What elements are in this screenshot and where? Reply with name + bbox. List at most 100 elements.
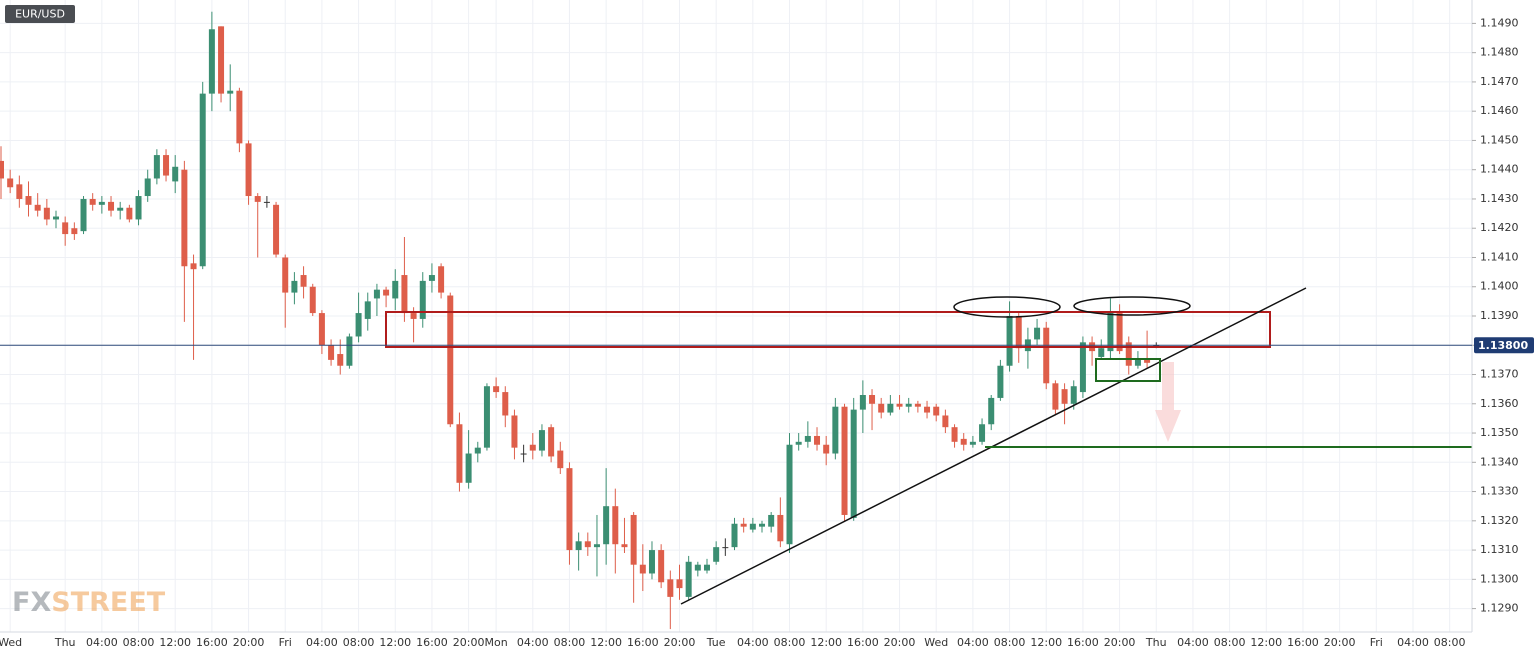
candle-body [795,441,802,445]
candle-body [483,386,490,448]
candle-body [658,550,665,583]
top-ellipse [1073,296,1191,316]
y-tick-label: 1.1360 [1480,397,1519,410]
candle-body [89,198,96,205]
candle-body [1043,327,1050,384]
candle-body [25,196,32,205]
candle-body [933,406,940,416]
candle-body [254,196,261,202]
candle-body [144,178,151,197]
candle-body [300,275,307,287]
x-tick-label: 04:00 [306,636,338,649]
candle-body [713,547,720,562]
y-tick-label: 1.1350 [1480,426,1519,439]
candle-body [529,444,536,451]
candle-body [493,386,500,393]
candle-body [511,415,518,448]
candle-body [749,523,756,530]
candle-body [227,90,234,94]
candle-body [465,453,472,483]
x-tick-label: Tue [706,636,726,649]
candle-body [71,228,78,235]
drawings [385,287,1472,605]
x-tick-label: 16:00 [416,636,448,649]
last-price-label: 1.13800 [1478,339,1528,352]
x-tick-label: 04:00 [1397,636,1429,649]
x-tick-label: 20:00 [1324,636,1356,649]
candle-body [1006,316,1013,366]
candle-body [630,514,637,565]
candle-body [979,424,986,442]
candle-body [108,201,115,211]
candle-body [438,266,445,293]
y-tick-label: 1.1420 [1480,221,1519,234]
x-tick-label: Thu [1145,636,1167,649]
x-tick-label: 16:00 [196,636,228,649]
candle-body [850,409,857,518]
y-tick-label: 1.1460 [1480,104,1519,117]
candle-body [823,444,830,454]
candle-body [263,201,270,203]
y-tick-label: 1.1320 [1480,514,1519,527]
x-tick-label: 12:00 [1250,636,1282,649]
x-tick-label: Wed [0,636,22,649]
candle-body [401,275,408,314]
candle-body [804,435,811,442]
watermark-prefix: FX [12,587,51,618]
candle-body [98,201,105,205]
x-tick-label: 12:00 [379,636,411,649]
candle-body [1034,327,1041,340]
candle-body [969,441,976,445]
candle-body [924,406,931,413]
candle-body [887,403,894,413]
y-tick-label: 1.1300 [1480,572,1519,585]
candle-body [181,169,188,267]
candle-body [0,160,4,179]
last-price-box [1474,337,1534,354]
y-tick-label: 1.1470 [1480,75,1519,88]
y-tick-label: 1.1480 [1480,46,1519,59]
y-tick-label: 1.1430 [1480,192,1519,205]
candle-body [575,541,582,551]
watermark-suffix: STREET [51,587,166,618]
candle-body [740,523,747,527]
candle-body [1052,383,1059,410]
candle-body [502,392,509,416]
x-tick-label: 12:00 [1030,636,1062,649]
candle-body [777,514,784,542]
x-tick-label: 12:00 [810,636,842,649]
candle-body [126,207,133,220]
chart-title: EUR/USD [15,8,65,21]
candle-body [447,295,454,425]
candle-body [1107,313,1114,352]
candle-body [814,435,821,445]
candle-body [786,444,793,545]
y-tick-label: 1.1330 [1480,485,1519,498]
candle-body [337,354,344,366]
candle-body [905,403,912,407]
candle-body [199,93,206,267]
candle-body [951,427,958,442]
x-tick-label: 08:00 [774,636,806,649]
candle-body [603,506,610,545]
x-tick-label: Thu [54,636,76,649]
x-tick-label: 04:00 [86,636,118,649]
candle-body [34,204,41,211]
candle-body [1116,313,1123,352]
x-tick-label: 08:00 [1214,636,1246,649]
candle-body [960,438,967,445]
candle-body [685,561,692,597]
candle-body [942,415,949,428]
candle-body [1098,348,1105,357]
candle-body [410,313,417,319]
flag-box [1095,358,1161,382]
x-tick-label: 20:00 [664,636,696,649]
y-tick-label: 1.1450 [1480,133,1519,146]
x-tick-label: 04:00 [737,636,769,649]
x-tick-label: 20:00 [233,636,265,649]
candle-body [841,406,848,515]
top-ellipse [953,296,1061,318]
x-tick-label: 16:00 [627,636,659,649]
candle-body [355,313,362,337]
candle-body [621,544,628,548]
